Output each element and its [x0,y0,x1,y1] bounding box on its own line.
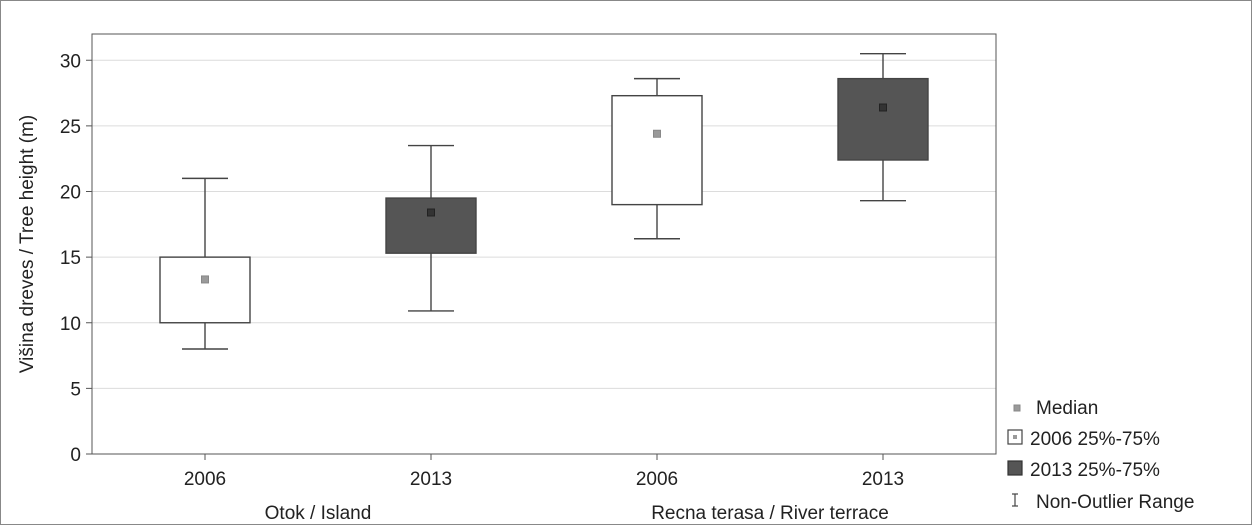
legend-median-swatch [1013,404,1021,412]
iqr-box [611,94,703,206]
legend-2006-swatch-dot [1013,435,1017,439]
median-marker [201,275,209,284]
x-tick-label: 2013 [862,469,904,490]
median-marker [427,208,435,217]
legend-median-label: Median [1036,398,1098,419]
x-tick-label: 2006 [184,469,226,490]
y-tick-label: 25 [60,117,81,138]
x-tick-label: 2013 [410,469,452,490]
y-axis-title: Višina dreves / Tree height (m) [17,115,38,373]
legend-2013-label: 2013 25%-75% [1030,460,1160,481]
y-tick-label: 30 [60,51,81,72]
y-tick-label: 0 [70,445,81,466]
iqr-box [837,77,929,161]
median-marker [653,129,661,138]
y-tick-label: 5 [70,379,81,400]
x-group-label: Recna terasa / River terrace [651,503,889,524]
x-group-label: Otok / Island [265,503,372,524]
legend-range-label: Non-Outlier Range [1036,492,1194,513]
y-tick-label: 20 [60,183,81,204]
iqr-box [159,256,251,324]
legend-2013-swatch [1007,460,1023,476]
y-tick-label: 15 [60,248,81,269]
median-marker [879,103,887,112]
y-tick-label: 10 [60,314,81,335]
iqr-box [385,197,477,254]
legend-2006-label: 2006 25%-75% [1030,429,1160,450]
x-tick-label: 2006 [636,469,678,490]
plot-frame [91,33,997,455]
